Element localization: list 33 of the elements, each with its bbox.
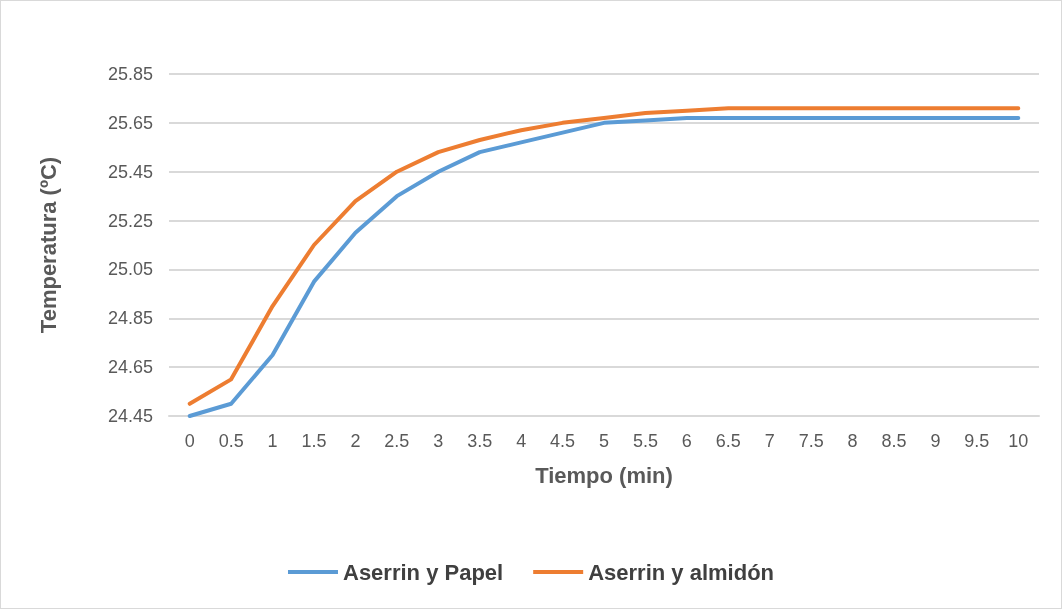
y-axis-title: Temperatura (ºC): [35, 156, 61, 334]
x-tick-label: 7.5: [798, 431, 824, 451]
x-tick-label: 9: [930, 431, 941, 451]
x-tick-label: 1.5: [301, 431, 327, 451]
x-tick-label: 5.5: [632, 431, 658, 451]
y-tick-label: 25.45: [107, 161, 153, 182]
legend-label: Aserrin y Papel: [342, 559, 504, 585]
x-tick-label: 5: [598, 431, 610, 451]
x-tick-label: 9.5: [964, 431, 990, 451]
y-tick-label: 25.25: [107, 210, 153, 231]
y-tick-label: 24.85: [107, 308, 153, 329]
x-axis-title: Tiempo (min): [535, 462, 673, 488]
y-tick-label: 24.65: [107, 357, 153, 378]
y-tick-label: 25.05: [107, 259, 153, 280]
x-tick-label: 8: [847, 431, 858, 451]
x-tick-label: 8.5: [881, 431, 907, 451]
y-tick-label: 25.85: [107, 64, 153, 84]
x-tick-label: 4.5: [550, 431, 576, 451]
y-tick-label: 24.45: [107, 406, 153, 426]
x-tick-label: 10: [1008, 431, 1029, 451]
x-tick-label: 1: [267, 431, 278, 451]
x-tick-label: 3.5: [467, 431, 493, 451]
y-tick-label: 25.65: [107, 112, 153, 133]
x-tick-label: 3: [433, 431, 444, 451]
x-tick-label: 0.5: [218, 431, 244, 451]
x-tick-label: 0: [184, 431, 195, 451]
x-tick-label: 7: [764, 431, 775, 451]
x-tick-label: 2: [350, 431, 361, 451]
x-tick-label: 6.5: [715, 431, 741, 451]
x-tick-label: 6: [681, 431, 692, 451]
x-tick-label: 2.5: [384, 431, 410, 451]
x-tick-label: 4: [516, 431, 527, 451]
legend-label: Aserrin y almidón: [588, 559, 775, 585]
